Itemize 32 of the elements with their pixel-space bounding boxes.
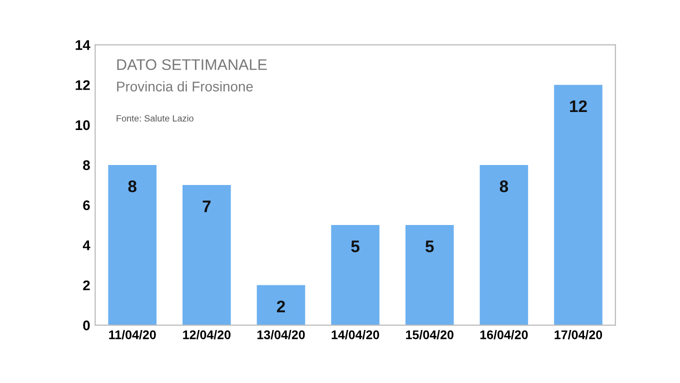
data-label: 2	[276, 300, 285, 312]
x-tick-label: 12/04/20	[183, 330, 230, 340]
text: DATO SETTIMANALE	[117, 59, 267, 70]
x-tick-label: 15/04/20	[406, 330, 454, 340]
data-label: 7	[202, 200, 211, 212]
bar	[480, 164, 528, 326]
data-label: 5	[351, 240, 360, 252]
y-tick-label: 0	[83, 320, 90, 330]
data-label: 8	[128, 180, 136, 192]
x-tick-label: 17/04/20	[554, 330, 602, 340]
bar	[554, 84, 602, 326]
y-tick-label: 4	[82, 240, 90, 250]
data-label: 12	[570, 100, 587, 112]
bar	[331, 225, 380, 326]
x-tick-label: 14/04/20	[332, 330, 380, 340]
y-tick-label: 2	[83, 280, 90, 290]
y-tick-label: 6	[83, 200, 90, 210]
y-tick-label: 14	[76, 40, 90, 50]
bar	[256, 285, 306, 326]
x-tick-label: 11/04/20	[109, 330, 156, 340]
y-tick-label: 8	[83, 160, 90, 170]
x-tick-label: 16/04/20	[480, 330, 528, 340]
x-tick-label: 13/04/20	[257, 330, 305, 340]
data-label: 8	[500, 180, 508, 192]
y-tick-label: 12	[76, 80, 90, 90]
annotation: Fonte: Salute Lazio	[116, 114, 194, 122]
bar	[405, 225, 454, 326]
y-tick-label: 10	[76, 120, 90, 130]
text: Provincia di Frosinone	[117, 81, 253, 92]
data-label: 5	[425, 240, 434, 252]
bar	[182, 184, 231, 326]
bar	[108, 164, 157, 326]
